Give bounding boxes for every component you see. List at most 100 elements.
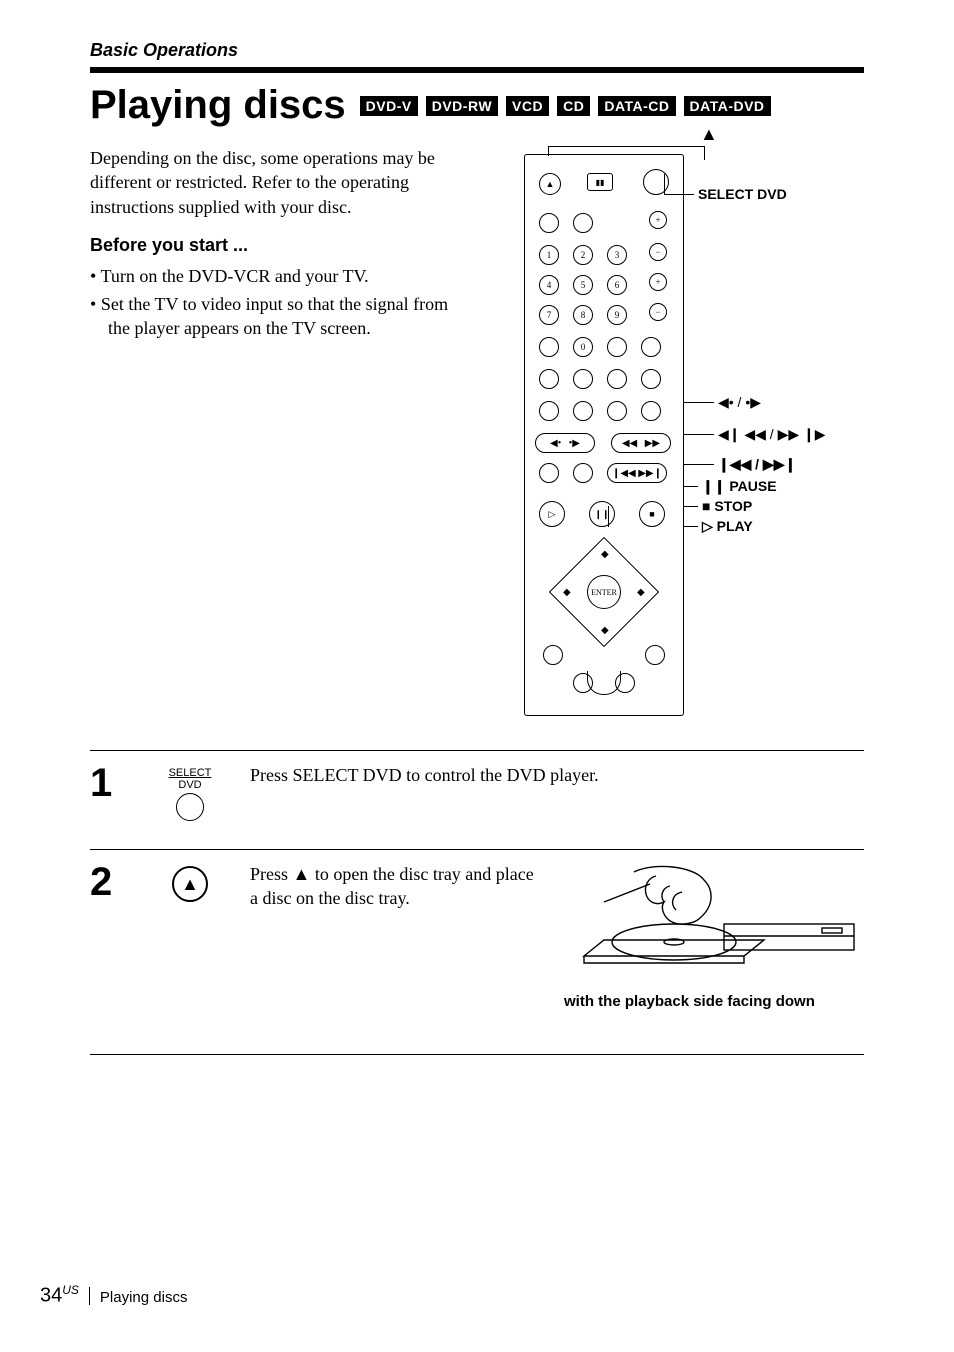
down-arrow-icon: ◆ — [601, 625, 609, 636]
steps-list: 1 SELECT DVD Press SELECT DVD to control… — [90, 750, 864, 1055]
remote-btn — [543, 645, 563, 665]
remote-btn — [539, 369, 559, 389]
bullet-item: Turn on the DVD-VCR and your TV. — [90, 264, 474, 288]
remote-num-4: 4 — [539, 275, 559, 295]
remote-num-8: 8 — [573, 305, 593, 325]
remote-btn — [573, 401, 593, 421]
callout-line — [684, 486, 698, 487]
remote-btn — [573, 463, 593, 483]
remote-enter-button: ENTER — [587, 575, 621, 609]
remote-btn — [539, 337, 559, 357]
remote-stop-button: ■ — [639, 501, 665, 527]
callout-line — [548, 146, 704, 147]
callout-eject-icon: ▲ — [700, 124, 718, 145]
step-1-text: Press SELECT DVD to control the DVD play… — [250, 763, 864, 821]
remote-eject-button: ▲ — [539, 173, 561, 195]
remote-power-button — [643, 169, 669, 195]
remote-play-button: ▷ — [539, 501, 565, 527]
remote-num-2: 2 — [573, 245, 593, 265]
select-dvd-icon: SELECT DVD — [169, 767, 212, 821]
bullet-item: Set the TV to video input so that the si… — [90, 292, 474, 341]
section-rule — [90, 67, 864, 73]
remote-btn — [539, 463, 559, 483]
before-list: Turn on the DVD-VCR and your TV. Set the… — [90, 264, 474, 341]
badge-data-cd: DATA-CD — [598, 96, 675, 116]
remote-prev-next-rocker: ❙◀◀ ▶▶❙ — [607, 463, 667, 483]
footer-divider — [89, 1287, 90, 1305]
remote-minus2-button: − — [649, 303, 667, 321]
badge-cd: CD — [557, 96, 590, 116]
eject-glyph: ▲ — [181, 874, 199, 895]
remote-num-9: 9 — [607, 305, 627, 325]
page-number-value: 34 — [40, 1285, 62, 1307]
callout-line — [664, 194, 694, 195]
callout-line — [704, 146, 705, 160]
remote-btn — [607, 401, 627, 421]
remote-num-3: 3 — [607, 245, 627, 265]
step-2-icon: ▲ — [150, 862, 230, 1010]
left-column: Depending on the disc, some operations m… — [90, 146, 474, 726]
remote-btn — [539, 401, 559, 421]
dvd-label: DVD — [169, 779, 212, 791]
disc-insert-illustration — [564, 862, 864, 982]
callout-line — [684, 526, 698, 527]
step-2-illustration: with the playback side facing down — [564, 862, 864, 1010]
remote-btn — [573, 369, 593, 389]
step-2-text-pre: Press — [250, 864, 293, 884]
remote-btn — [573, 213, 593, 233]
up-arrow-icon: ◆ — [601, 549, 609, 560]
badge-dvd-v: DVD-V — [360, 96, 418, 116]
insert-caption: with the playback side facing down — [564, 993, 864, 1010]
remote-btn — [641, 401, 661, 421]
page-region: US — [62, 1283, 79, 1297]
right-arrow-icon: ◆ — [637, 587, 645, 598]
callout-step-search-icons: ◀❙ ◀◀ / ▶▶ ❙▶ — [718, 426, 826, 443]
right-column: ▲ ▮▮ + 1 2 3 − 4 5 6 + 7 8 9 − — [504, 146, 864, 726]
remote-num-0: 0 — [573, 337, 593, 357]
content-columns: Depending on the disc, some operations m… — [90, 146, 864, 726]
remote-num-1: 1 — [539, 245, 559, 265]
title-row: Playing discs DVD-V DVD-RW VCD CD DATA-C… — [90, 83, 864, 128]
remote-body: ▲ ▮▮ + 1 2 3 − 4 5 6 + 7 8 9 − — [524, 154, 684, 716]
eject-inline-icon: ▲ — [293, 864, 311, 884]
page-footer: 34US Playing discs — [40, 1283, 187, 1308]
eject-icon: ▲ — [172, 866, 208, 902]
remote-btn — [607, 337, 627, 357]
remote-btn — [641, 337, 661, 357]
step-2: 2 ▲ Press ▲ to open the disc tray and pl… — [90, 849, 864, 1055]
remote-bottom-arc — [587, 671, 621, 695]
callout-line — [608, 506, 609, 526]
section-header: Basic Operations — [90, 40, 864, 61]
step-1-icon: SELECT DVD — [150, 763, 230, 821]
callout-line — [684, 434, 714, 435]
circle-icon — [176, 793, 204, 821]
callout-line — [684, 506, 698, 507]
callout-line — [548, 146, 549, 156]
remote-pause-button: ❙❙ — [589, 501, 615, 527]
remote-diagram: ▲ ▮▮ + 1 2 3 − 4 5 6 + 7 8 9 − — [504, 146, 864, 726]
remote-num-7: 7 — [539, 305, 559, 325]
page-title: Playing discs — [90, 83, 346, 128]
callout-prev-next-icons: ❙◀◀ / ▶▶❙ — [718, 456, 796, 473]
badge-data-dvd: DATA-DVD — [684, 96, 771, 116]
before-heading: Before you start ... — [90, 235, 474, 256]
step-1: 1 SELECT DVD Press SELECT DVD to control… — [90, 750, 864, 849]
callout-select-dvd: SELECT DVD — [698, 186, 787, 202]
callout-play: ▷ PLAY — [702, 518, 753, 535]
remote-plus2-button: + — [649, 273, 667, 291]
step-number: 1 — [90, 763, 130, 821]
remote-slow-rocker: ◀• •▶ — [535, 433, 595, 453]
remote-search-rocker: ◀◀ ▶▶ — [611, 433, 671, 453]
badge-dvd-rw: DVD-RW — [426, 96, 498, 116]
remote-display-button: ▮▮ — [587, 173, 613, 191]
callout-slow-icons: ◀• / •▶ — [718, 394, 761, 411]
page-number: 34US — [40, 1283, 79, 1308]
remote-btn — [607, 369, 627, 389]
callout-line — [684, 464, 714, 465]
remote-plus-button: + — [649, 211, 667, 229]
remote-num-5: 5 — [573, 275, 593, 295]
remote-num-6: 6 — [607, 275, 627, 295]
left-arrow-icon: ◆ — [563, 587, 571, 598]
remote-btn — [539, 213, 559, 233]
step-2-text: Press ▲ to open the disc tray and place … — [250, 862, 544, 1010]
